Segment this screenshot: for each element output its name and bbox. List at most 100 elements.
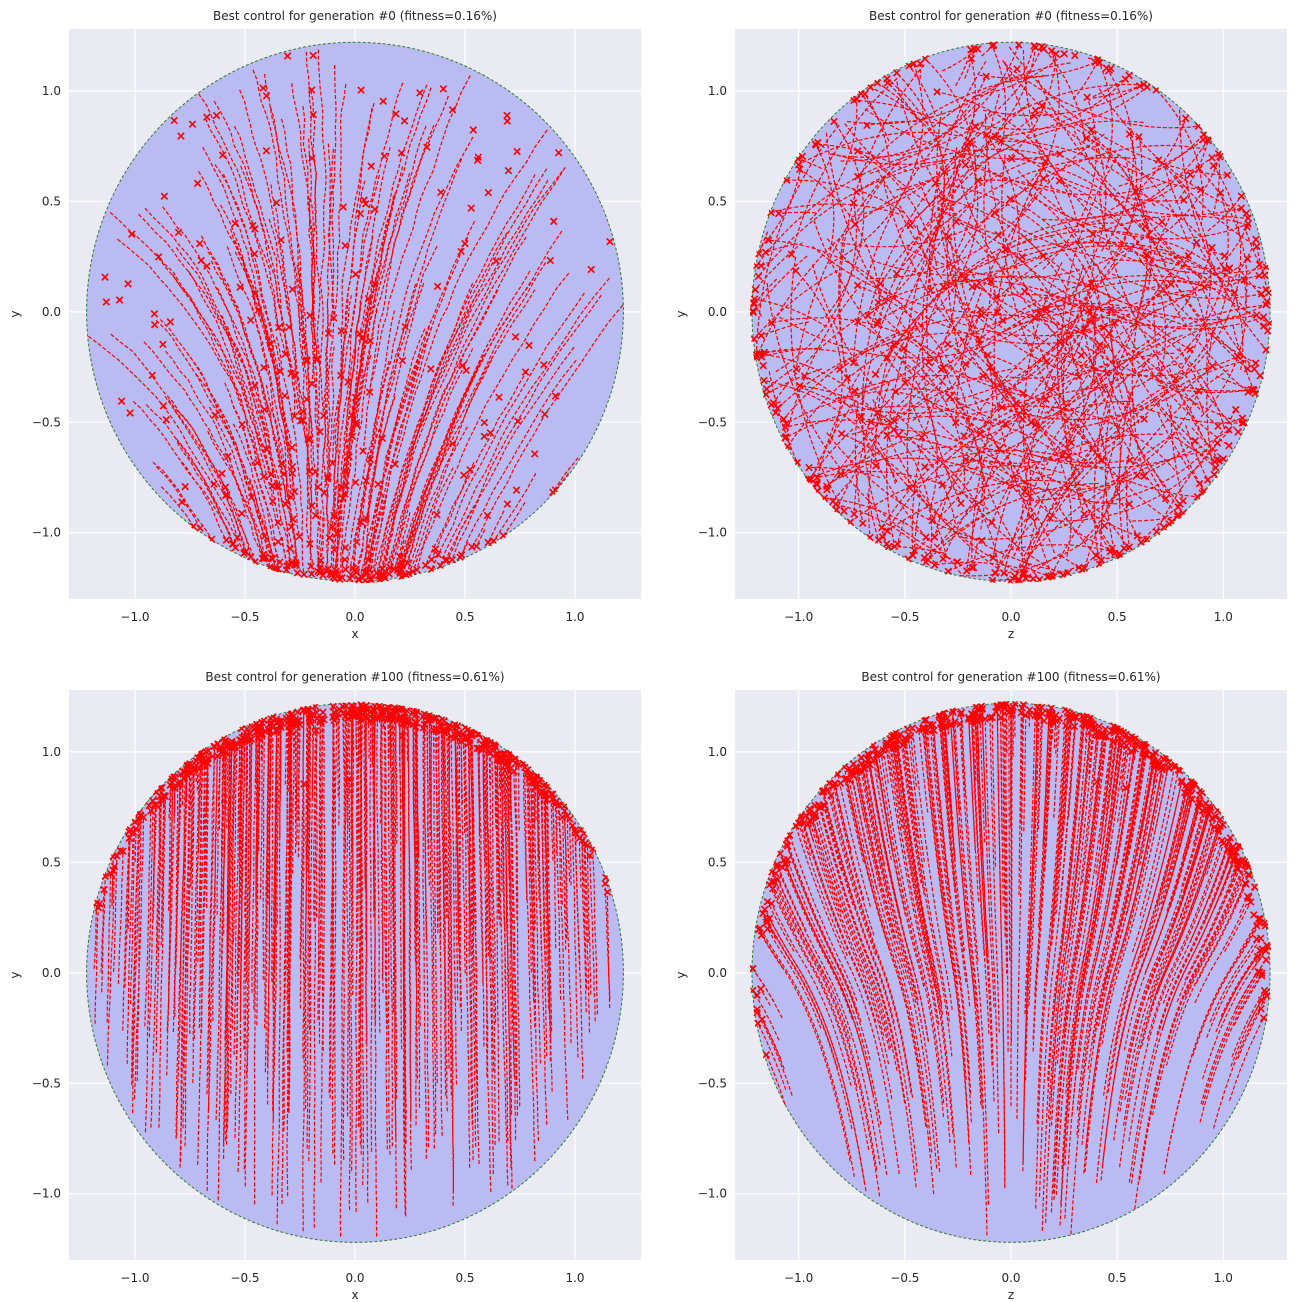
trajectory-line — [1170, 405, 1184, 502]
trajectory-line — [1068, 129, 1107, 299]
trajectory-line — [752, 990, 780, 1041]
trajectory-line — [795, 270, 843, 445]
trajectory-line — [370, 293, 478, 581]
endpoint-marker — [606, 237, 614, 246]
endpoint-marker — [939, 364, 948, 372]
endpoint-marker — [1234, 860, 1242, 868]
endpoint-marker — [306, 711, 314, 720]
trajectory-line — [1204, 854, 1232, 922]
endpoint-marker — [973, 716, 981, 725]
endpoint-marker — [783, 855, 792, 864]
trajectory-line — [954, 721, 988, 1236]
endpoint-marker — [151, 801, 159, 810]
trajectory-line — [1037, 713, 1044, 830]
endpoint-marker — [1184, 251, 1193, 260]
trajectory-line — [554, 472, 569, 491]
endpoint-marker — [300, 570, 308, 579]
trajectory-line — [279, 720, 282, 837]
trajectory-line — [1137, 195, 1248, 370]
trajectory-line — [325, 301, 330, 570]
endpoint-marker — [951, 418, 960, 427]
trajectory-line — [1024, 351, 1143, 574]
y-axis-label: y — [674, 310, 688, 317]
trajectory-line — [233, 125, 296, 417]
endpoint-marker — [960, 274, 969, 283]
trajectory-line — [876, 149, 1001, 325]
trajectory-line — [530, 776, 540, 1141]
trajectory-line — [752, 968, 783, 1019]
trajectory-line — [506, 762, 515, 1078]
trajectory-line — [922, 728, 970, 1144]
trajectory-line — [447, 726, 454, 1191]
trajectory-line — [1119, 813, 1209, 1112]
endpoint-marker — [1256, 371, 1264, 380]
trajectory-line — [528, 778, 536, 1028]
x-tick-label: −0.5 — [230, 610, 259, 624]
trajectory-line — [379, 170, 563, 581]
trajectory-line — [458, 732, 463, 1032]
endpoint-marker — [864, 311, 872, 320]
endpoint-marker — [930, 533, 939, 541]
endpoint-marker — [961, 360, 970, 368]
trajectory-line — [785, 419, 888, 428]
endpoint-marker — [341, 555, 349, 564]
trajectory-line — [783, 323, 923, 420]
trajectory-line — [1110, 118, 1187, 211]
trajectory-line — [1103, 409, 1237, 503]
endpoint-marker — [351, 478, 360, 487]
y-axis-label: y — [674, 971, 688, 978]
endpoint-marker — [754, 925, 763, 934]
trajectory-line — [401, 708, 404, 808]
endpoint-marker — [1230, 288, 1239, 297]
endpoint-marker — [1047, 716, 1056, 724]
endpoint-marker — [348, 709, 356, 717]
endpoint-marker — [348, 571, 357, 580]
trajectory-line — [972, 53, 1065, 98]
endpoint-marker — [1075, 563, 1083, 572]
trajectory-line — [1219, 846, 1241, 897]
endpoint-marker — [819, 788, 828, 796]
endpoint-marker — [287, 523, 296, 531]
trajectory-line — [874, 749, 893, 849]
endpoint-marker — [259, 716, 268, 724]
trajectory-line — [860, 757, 941, 1172]
trajectory-line — [955, 133, 1105, 423]
endpoint-marker — [511, 333, 520, 341]
endpoint-marker — [316, 428, 324, 436]
trajectory-line — [845, 778, 927, 1127]
trajectory-line — [428, 715, 431, 799]
trajectory-line — [950, 723, 982, 1105]
trajectory-line — [308, 715, 312, 1031]
endpoint-marker — [1225, 426, 1233, 434]
endpoint-marker — [1252, 311, 1261, 319]
trajectory-line — [834, 285, 978, 400]
endpoint-marker — [894, 431, 903, 439]
endpoint-marker — [320, 489, 328, 497]
endpoint-marker — [1198, 806, 1207, 815]
trajectory-line — [369, 136, 474, 460]
trajectory-line — [319, 350, 329, 572]
trajectory-line — [1081, 763, 1155, 1145]
endpoint-marker — [177, 132, 185, 140]
endpoint-marker — [761, 248, 770, 257]
trajectory-line — [454, 735, 459, 1001]
trajectory-line — [918, 180, 1107, 374]
trajectory-line — [1147, 807, 1212, 991]
x-tick-label: 1.0 — [565, 1271, 584, 1285]
endpoint-marker — [1210, 470, 1219, 479]
trajectory-line — [439, 277, 610, 566]
trajectory-line — [239, 89, 304, 421]
endpoint-marker — [771, 408, 780, 417]
endpoint-marker — [368, 711, 376, 719]
trajectory-line — [1089, 239, 1267, 275]
trajectory-line — [207, 251, 285, 475]
endpoint-marker — [769, 884, 777, 893]
trajectory-line — [226, 745, 229, 829]
trajectory-line — [941, 48, 978, 72]
trajectory-line — [864, 93, 891, 168]
endpoint-marker — [541, 789, 550, 797]
trajectory-line — [867, 492, 880, 541]
endpoint-marker — [947, 719, 955, 728]
endpoint-marker — [1255, 260, 1264, 269]
trajectory-line — [333, 717, 338, 1165]
